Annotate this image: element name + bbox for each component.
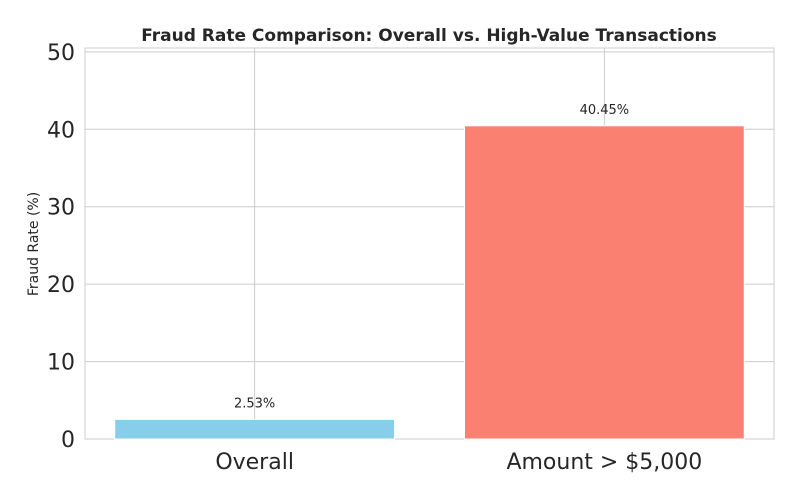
y-tick-label: 20 bbox=[47, 273, 75, 298]
bars-layer bbox=[114, 125, 745, 440]
y-tick-label: 50 bbox=[47, 41, 75, 66]
x-tick-label: Amount > $5,000 bbox=[506, 450, 702, 475]
data-labels-layer: 2.53% 40.45% bbox=[234, 103, 629, 412]
plot-frame bbox=[84, 47, 775, 440]
chart-title: Fraud Rate Comparison: Overall vs. High-… bbox=[141, 26, 717, 46]
y-axis-ticks: 0 10 20 30 40 50 bbox=[47, 41, 75, 453]
bar-value-label: 40.45% bbox=[580, 103, 630, 118]
y-tick-label: 40 bbox=[47, 118, 75, 143]
grid-layer bbox=[85, 48, 774, 440]
x-axis-ticks: Overall Amount > $5,000 bbox=[215, 450, 702, 475]
bar bbox=[463, 125, 745, 440]
bar-value-label: 2.53% bbox=[234, 396, 275, 411]
y-tick-label: 10 bbox=[47, 351, 75, 376]
y-axis-label: Fraud Rate (%) bbox=[26, 192, 42, 296]
y-tick-label: 0 bbox=[61, 428, 75, 453]
bar bbox=[114, 418, 396, 440]
x-tick-label: Overall bbox=[215, 450, 294, 475]
y-tick-label: 30 bbox=[47, 196, 75, 221]
